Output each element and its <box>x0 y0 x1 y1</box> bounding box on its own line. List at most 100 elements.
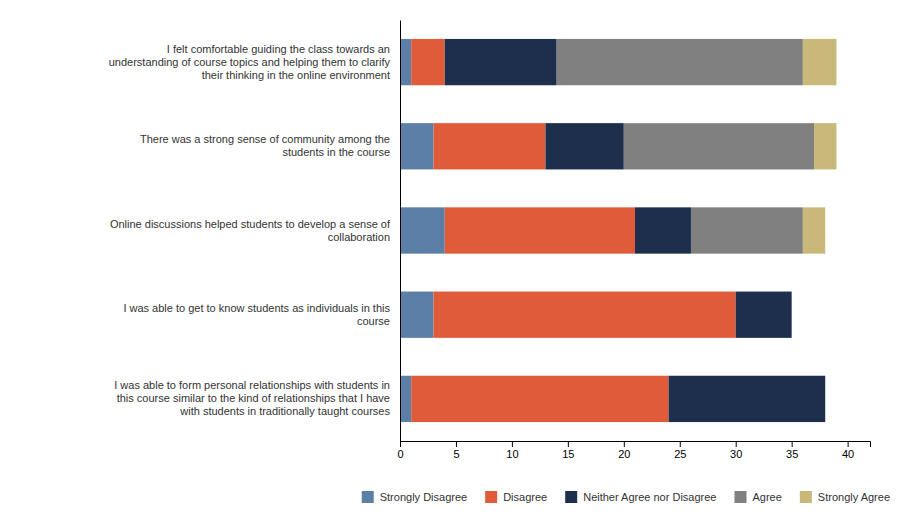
legend-item: Strongly Agree <box>800 491 890 503</box>
legend-label: Strongly Agree <box>818 491 890 503</box>
x-axis-line <box>401 442 871 448</box>
legend-label: Agree <box>752 491 781 503</box>
bar <box>814 123 836 169</box>
y-tick: I felt comfortable guiding the class tow… <box>109 43 391 81</box>
bar <box>400 123 434 169</box>
chart: 0 5 10 15 20 25 30 35 40 I felt comfortable guidi… <box>0 0 900 521</box>
y-tick: There was a strong sense of community am… <box>140 133 390 158</box>
x-tick-mark <box>512 441 513 447</box>
x-tick-label: 10 <box>506 448 518 460</box>
x-tick-label: 25 <box>674 448 686 460</box>
x-tick-mark <box>680 441 681 447</box>
y-axis-line <box>400 21 401 442</box>
y-tick-label-line: course <box>357 315 390 327</box>
x-tick: 0 <box>397 441 403 460</box>
bar <box>400 207 445 253</box>
y-tick-label-line: students in the course <box>282 146 390 158</box>
x-tick-label: 15 <box>562 448 574 460</box>
bar <box>411 376 668 422</box>
x-tick-label: 35 <box>786 448 798 460</box>
y-tick-label: I felt comfortable guiding the class tow… <box>109 43 391 81</box>
x-tick-label: 20 <box>618 448 630 460</box>
bar <box>803 39 837 85</box>
x-tick-label: 30 <box>730 448 742 460</box>
x-tick: 35 <box>786 441 798 460</box>
bar <box>434 292 736 338</box>
bar <box>825 376 826 422</box>
legend-swatch <box>565 491 577 503</box>
y-tick-label: I was able to get to know students as in… <box>123 302 390 327</box>
bar <box>691 207 803 253</box>
x-tick: 15 <box>562 441 574 460</box>
y-tick-label-line: I felt comfortable guiding the class tow… <box>167 43 390 55</box>
x-tick-label: 5 <box>453 448 459 460</box>
y-tick-label-line: this course similar to the kind of relat… <box>117 392 390 404</box>
x-tick-mark <box>736 441 737 447</box>
x-tick-mark <box>568 441 569 447</box>
y-axis: I felt comfortable guiding the class tow… <box>109 21 401 442</box>
legend-label: Neither Agree nor Disagree <box>583 491 716 503</box>
bar <box>635 207 691 253</box>
x-tick: 40 <box>842 441 854 460</box>
y-tick-label-line: There was a strong sense of community am… <box>140 133 390 145</box>
x-tick-mark <box>400 441 401 447</box>
x-tick-mark <box>624 441 625 447</box>
legend-item: Neither Agree nor Disagree <box>565 491 716 503</box>
bar-series <box>411 39 736 422</box>
y-tick-label-line: collaboration <box>328 231 390 243</box>
x-tick: 20 <box>618 441 630 460</box>
x-tick: 25 <box>674 441 686 460</box>
bar <box>411 39 445 85</box>
legend-label: Disagree <box>503 491 547 503</box>
y-tick-label: I was able to form personal relationship… <box>114 379 390 417</box>
legend-swatch <box>485 491 497 503</box>
bar-series <box>445 39 825 422</box>
bar <box>545 123 623 169</box>
legend-swatch <box>362 491 374 503</box>
bars <box>400 39 836 422</box>
x-tick-label: 40 <box>842 448 854 460</box>
legend-item: Disagree <box>485 491 547 503</box>
bar <box>400 39 411 85</box>
bar <box>791 292 792 338</box>
legend-swatch <box>734 491 746 503</box>
plot: 0 5 10 15 20 25 30 35 40 I felt comfortable guidi… <box>109 21 871 460</box>
bar-series <box>803 39 837 254</box>
y-tick-label-line: Online discussions helped students to de… <box>110 218 391 230</box>
y-tick: I was able to form personal relationship… <box>114 379 390 417</box>
bar <box>400 376 411 422</box>
bar <box>445 39 557 85</box>
bar <box>445 207 635 253</box>
bar <box>434 123 546 169</box>
bar <box>400 292 434 338</box>
x-tick-mark <box>792 441 793 447</box>
bar <box>736 292 792 338</box>
y-tick: I was able to get to know students as in… <box>123 302 390 327</box>
bar <box>669 376 826 422</box>
y-tick-label: Online discussions helped students to de… <box>110 218 391 243</box>
x-axis: 0 5 10 15 20 25 30 35 40 <box>397 441 870 460</box>
bar <box>624 123 814 169</box>
x-tick-mark <box>848 441 849 447</box>
legend-label: Strongly Disagree <box>380 491 467 503</box>
y-tick-label-line: understanding of course topics and helpi… <box>109 56 391 68</box>
x-tick: 5 <box>453 441 459 460</box>
bar <box>791 292 792 338</box>
bar-series <box>400 39 445 422</box>
y-tick-label-line: I was able to get to know students as in… <box>123 302 390 314</box>
y-tick-label-line: with students in traditionally taught co… <box>179 405 390 417</box>
legend: Strongly Disagree Disagree Neither Agree n… <box>362 491 890 503</box>
x-tick-mark <box>456 441 457 447</box>
bar <box>557 39 803 85</box>
bar-series <box>557 39 814 254</box>
x-tick-label: 0 <box>397 448 403 460</box>
bar <box>803 207 825 253</box>
y-tick-label: There was a strong sense of community am… <box>140 133 390 158</box>
bar <box>825 376 826 422</box>
legend-item: Agree <box>734 491 781 503</box>
y-tick: Online discussions helped students to de… <box>110 218 391 243</box>
y-tick-label-line: their thinking in the online environment <box>202 69 390 81</box>
x-tick: 10 <box>506 441 518 460</box>
x-tick: 30 <box>730 441 742 460</box>
y-tick-label-line: I was able to form personal relationship… <box>114 379 390 391</box>
